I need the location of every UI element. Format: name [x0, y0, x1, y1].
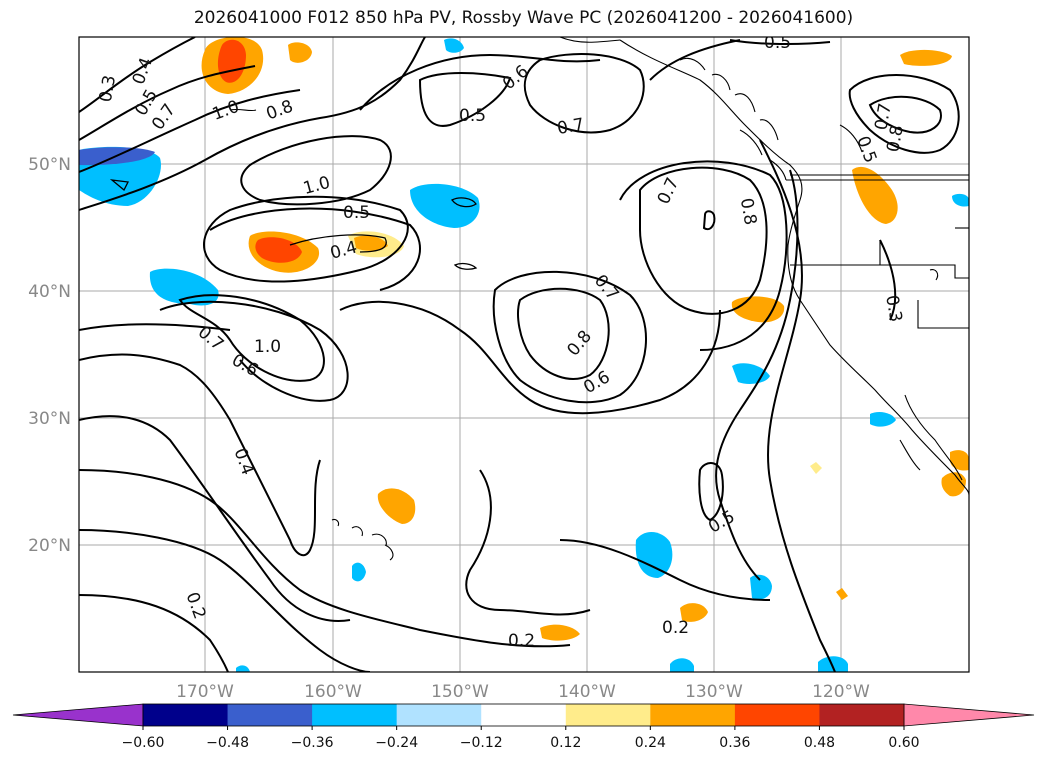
contour-label: 1.0	[254, 337, 281, 357]
contour-label: 0.3	[96, 74, 120, 104]
coastlines	[229, 37, 969, 561]
colorbar-tick-label: −0.24	[375, 735, 418, 751]
colorbar-tick-label: −0.12	[460, 735, 503, 751]
colorbar-tick-label: −0.60	[122, 735, 165, 751]
colorbar-bin	[565, 704, 651, 726]
contour-label: 0.5	[343, 203, 370, 223]
colorbar-tick-label: 0.36	[719, 735, 750, 751]
colorbar-bin	[396, 704, 482, 726]
colorbar: −0.60 −0.48 −0.36 −0.24 −0.12 0.12 0.24 0.36 0.4…	[12, 703, 1035, 751]
colorbar-bin	[734, 704, 820, 726]
colorbar-bin	[819, 704, 905, 726]
lon-tick-label: 140°W	[558, 682, 616, 702]
lat-tick-label: 50°N	[28, 155, 71, 175]
lon-tick-label: 150°W	[431, 682, 489, 702]
lat-tick-label: 40°N	[28, 282, 71, 302]
gridlines	[79, 37, 969, 672]
lon-tick-label: 120°W	[812, 682, 870, 702]
contour-label: 0.5	[764, 33, 791, 53]
map-title: 2026041000 F012 850 hPa PV, Rossby Wave …	[193, 8, 854, 28]
lat-tick-label: 20°N	[28, 536, 71, 556]
colorbar-tick-label: 0.12	[550, 735, 581, 751]
lon-tick-label: 130°W	[685, 682, 743, 702]
pv-contours	[79, 37, 960, 672]
map-background	[79, 37, 969, 672]
colorbar-extend-high	[903, 703, 1035, 727]
colorbar-bin	[143, 704, 229, 726]
lat-tick-label: 30°N	[28, 409, 71, 429]
lon-tick-label: 170°W	[176, 682, 234, 702]
colorbar-extend-low	[12, 703, 144, 727]
map-frame	[78, 36, 970, 673]
contour-label: 0.7	[871, 102, 895, 132]
colorbar-tick-label: 0.24	[635, 735, 666, 751]
contour-label: 0.2	[508, 631, 535, 651]
colorbar-frame	[142, 703, 905, 727]
lat-axis-labels: 20°N 30°N 40°N 50°N	[28, 155, 71, 556]
contour-label: 0.8	[736, 197, 760, 227]
contour-label: 0.7	[556, 115, 586, 139]
lon-tick-label: 160°W	[304, 682, 362, 702]
colorbar-tick-label: 0.48	[804, 735, 835, 751]
contour-label: 0.2	[662, 618, 689, 638]
colorbar-tick-label: −0.36	[291, 735, 334, 751]
negative-anomaly-shading	[79, 38, 969, 672]
colorbar-bin	[650, 704, 736, 726]
lon-axis-labels: 170°W 160°W 150°W 140°W 130°W 120°W	[176, 682, 870, 702]
colorbar-tick-label: 0.60	[888, 735, 919, 751]
contour-label: 0.5	[459, 106, 486, 126]
contour-label: 0.3	[881, 294, 905, 324]
colorbar-bin	[481, 704, 567, 726]
colorbar-bin	[227, 704, 313, 726]
contour-label: 0.8	[883, 124, 907, 154]
colorbar-bin	[312, 704, 398, 726]
colorbar-tick-label: −0.48	[206, 735, 249, 751]
